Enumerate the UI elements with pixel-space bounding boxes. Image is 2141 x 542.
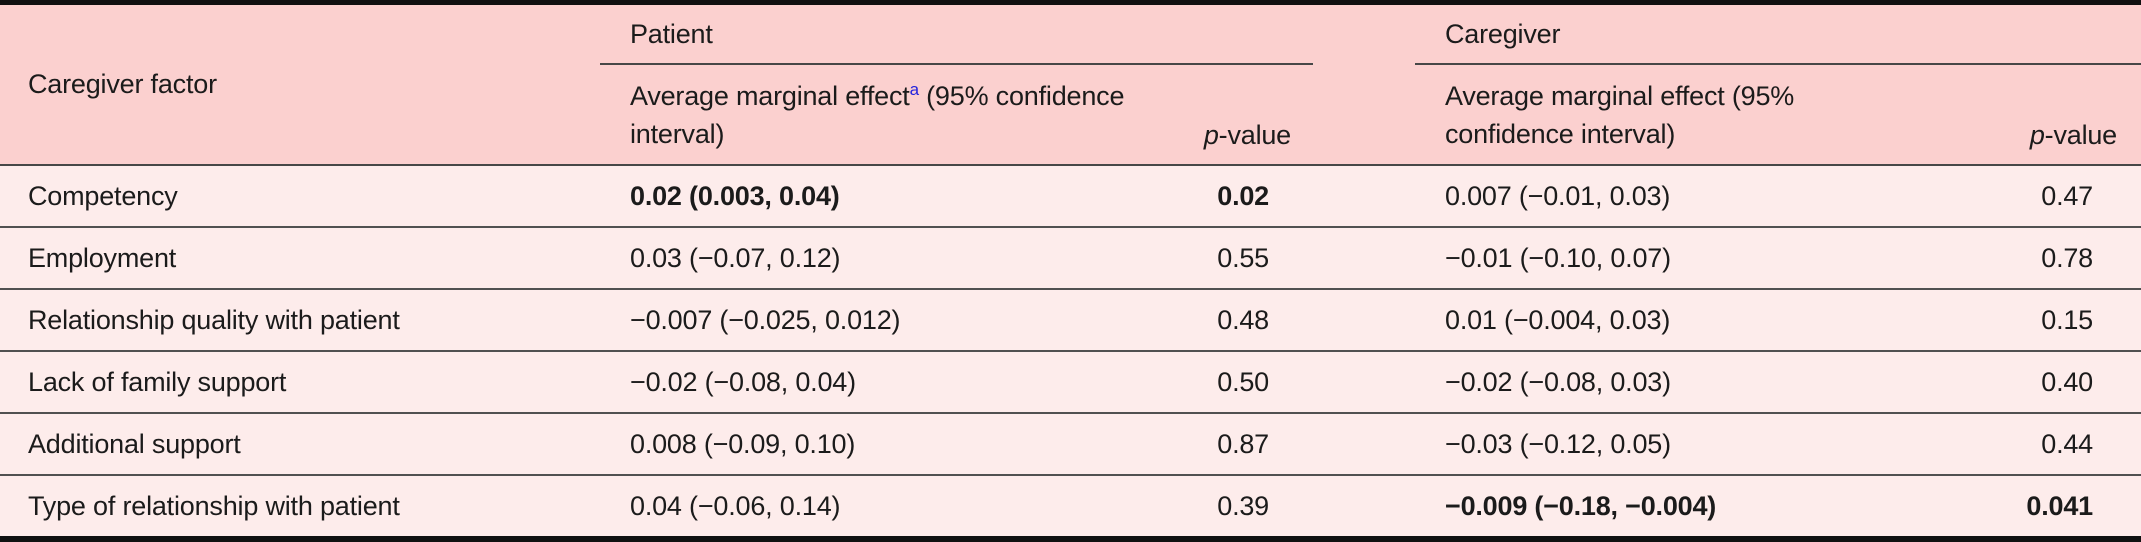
- column-header-caregiver-factor: Caregiver factor: [0, 5, 600, 164]
- caregiver-factor-label: Caregiver factor: [28, 69, 217, 99]
- cell-factor: Competency: [0, 166, 600, 226]
- cell-caregiver-ame: −0.03 (−0.12, 0.05): [1415, 414, 1925, 474]
- cell-factor: Lack of family support: [0, 352, 600, 412]
- caregiver-group-label: Caregiver: [1445, 18, 1561, 49]
- patient-ame-value: 0.008 (−0.09, 0.10): [630, 428, 856, 459]
- caregiver-ame-value: −0.01 (−0.10, 0.07): [1445, 242, 1671, 273]
- patient-ame-value: −0.02 (−0.08, 0.04): [630, 366, 856, 397]
- cell-caregiver-pvalue: 0.47: [1925, 166, 2141, 226]
- group-header-caregiver: Caregiver: [1415, 5, 2141, 65]
- patient-pvalue: 0.50: [1217, 366, 1269, 397]
- table-row: Competency 0.02 (0.003, 0.04) 0.02 0.007…: [0, 166, 2141, 226]
- patient-ame-label: Average marginal effect: [630, 81, 910, 111]
- caregiver-ame-label: Average marginal effect: [1445, 81, 1725, 111]
- cell-factor: Type of relationship with patient: [0, 476, 600, 536]
- table-row: Additional support 0.008 (−0.09, 0.10) 0…: [0, 412, 2141, 474]
- caregiver-ame-value: −0.03 (−0.12, 0.05): [1445, 428, 1671, 459]
- cell-caregiver-pvalue: 0.40: [1925, 352, 2141, 412]
- caregiver-ame-value: −0.009 (−0.18, −0.004): [1445, 490, 1717, 521]
- column-header-patient-ame: Average marginal effecta (95% confidence…: [600, 65, 1125, 164]
- cell-caregiver-ame: −0.009 (−0.18, −0.004): [1415, 476, 1925, 536]
- group-header-patient: Patient: [600, 5, 1313, 65]
- table-row: Employment 0.03 (−0.07, 0.12) 0.55 −0.01…: [0, 226, 2141, 288]
- column-header-caregiver-pvalue: p-value: [1925, 120, 2141, 164]
- patient-ame-label-suffix: (95% confidence interval): [630, 81, 1125, 149]
- patient-pvalue: 0.87: [1217, 428, 1269, 459]
- row-spacer: [1313, 476, 1415, 536]
- row-spacer: [1313, 290, 1415, 350]
- column-header-patient-pvalue: p-value: [1125, 120, 1313, 164]
- caregiver-pvalue: 0.44: [2041, 428, 2093, 459]
- cell-patient-ame: −0.007 (−0.025, 0.012): [600, 290, 1125, 350]
- p-value-label: -value: [2044, 120, 2118, 150]
- factor-label: Lack of family support: [28, 366, 287, 397]
- patient-ame-value: 0.02 (0.003, 0.04): [630, 180, 840, 211]
- cell-caregiver-pvalue: 0.041: [1925, 476, 2141, 536]
- cell-patient-ame: 0.04 (−0.06, 0.14): [600, 476, 1125, 536]
- cell-caregiver-ame: 0.01 (−0.004, 0.03): [1415, 290, 1925, 350]
- cell-patient-ame: −0.02 (−0.08, 0.04): [600, 352, 1125, 412]
- cell-caregiver-pvalue: 0.15: [1925, 290, 2141, 350]
- caregiver-pvalue: 0.15: [2041, 304, 2093, 335]
- patient-group-label: Patient: [630, 18, 713, 49]
- cell-factor: Additional support: [0, 414, 600, 474]
- p-value-label: -value: [1218, 120, 1292, 150]
- factor-label: Additional support: [28, 428, 241, 459]
- patient-ame-value: 0.04 (−0.06, 0.14): [630, 490, 841, 521]
- cell-patient-pvalue: 0.50: [1125, 352, 1313, 412]
- cell-patient-ame: 0.03 (−0.07, 0.12): [600, 228, 1125, 288]
- row-spacer: [1313, 228, 1415, 288]
- cell-caregiver-ame: 0.007 (−0.01, 0.03): [1415, 166, 1925, 226]
- table-body: Competency 0.02 (0.003, 0.04) 0.02 0.007…: [0, 166, 2141, 536]
- factor-label: Employment: [28, 242, 177, 273]
- cell-patient-pvalue: 0.55: [1125, 228, 1313, 288]
- caregiver-pvalue: 0.40: [2041, 366, 2093, 397]
- factor-label: Competency: [28, 180, 178, 211]
- caregiver-ame-value: −0.02 (−0.08, 0.03): [1445, 366, 1671, 397]
- patient-ame-value: −0.007 (−0.025, 0.012): [630, 304, 901, 335]
- patient-pvalue: 0.48: [1217, 304, 1269, 335]
- row-spacer: [1313, 352, 1415, 412]
- footnote-a-link[interactable]: a: [909, 80, 919, 99]
- patient-pvalue: 0.55: [1217, 242, 1269, 273]
- table-header: Caregiver factor Patient Caregiver Avera…: [0, 5, 2141, 166]
- cell-patient-pvalue: 0.02: [1125, 166, 1313, 226]
- table-row: Lack of family support −0.02 (−0.08, 0.0…: [0, 350, 2141, 412]
- caregiver-pvalue: 0.041: [2026, 490, 2093, 521]
- patient-ame-value: 0.03 (−0.07, 0.12): [630, 242, 841, 273]
- cell-factor: Employment: [0, 228, 600, 288]
- table-row: Type of relationship with patient 0.04 (…: [0, 474, 2141, 536]
- cell-factor: Relationship quality with patient: [0, 290, 600, 350]
- row-spacer: [1313, 414, 1415, 474]
- cell-caregiver-pvalue: 0.44: [1925, 414, 2141, 474]
- caregiver-ame-value: 0.007 (−0.01, 0.03): [1445, 180, 1671, 211]
- patient-pvalue: 0.39: [1217, 490, 1269, 521]
- cell-caregiver-pvalue: 0.78: [1925, 228, 2141, 288]
- factor-label: Relationship quality with patient: [28, 304, 400, 335]
- header-spacer: [1313, 5, 1415, 65]
- cell-patient-pvalue: 0.48: [1125, 290, 1313, 350]
- factor-label: Type of relationship with patient: [28, 490, 400, 521]
- cell-patient-pvalue: 0.87: [1125, 414, 1313, 474]
- table-row: Relationship quality with patient −0.007…: [0, 288, 2141, 350]
- cell-patient-pvalue: 0.39: [1125, 476, 1313, 536]
- p-italic: p: [1203, 120, 1219, 150]
- patient-pvalue: 0.02: [1217, 180, 1269, 211]
- cell-caregiver-ame: −0.01 (−0.10, 0.07): [1415, 228, 1925, 288]
- caregiver-ame-value: 0.01 (−0.004, 0.03): [1445, 304, 1671, 335]
- caregiver-ame-label-suffix: (95% confidence interval): [1445, 81, 1795, 149]
- p-italic: p: [2029, 120, 2045, 150]
- column-header-caregiver-ame: Average marginal effect (95% confidence …: [1415, 65, 1925, 164]
- cell-patient-ame: 0.008 (−0.09, 0.10): [600, 414, 1125, 474]
- row-spacer: [1313, 166, 1415, 226]
- cell-patient-ame: 0.02 (0.003, 0.04): [600, 166, 1125, 226]
- caregiver-pvalue: 0.47: [2041, 180, 2093, 211]
- cell-caregiver-ame: −0.02 (−0.08, 0.03): [1415, 352, 1925, 412]
- caregiver-pvalue: 0.78: [2041, 242, 2093, 273]
